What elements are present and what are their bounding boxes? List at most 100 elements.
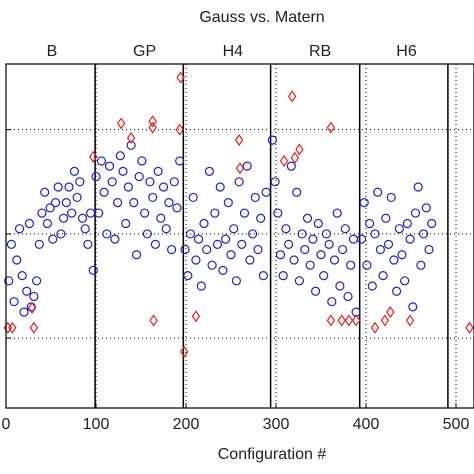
circle-point xyxy=(292,187,302,197)
circle-point xyxy=(248,229,258,239)
circle-point xyxy=(405,234,415,244)
circle-point xyxy=(169,177,179,187)
diamond-point xyxy=(405,314,415,327)
circle-point xyxy=(67,208,77,218)
diamond-point xyxy=(380,314,390,327)
circle-point xyxy=(324,239,334,249)
circle-point xyxy=(180,244,190,255)
diamond-point xyxy=(191,310,201,323)
circle-point xyxy=(300,244,310,255)
circle-point xyxy=(359,198,369,208)
x-axis-label: Configuration # xyxy=(218,446,327,463)
diamond-point xyxy=(116,117,126,130)
circle-point xyxy=(327,297,337,307)
circle-point xyxy=(402,218,412,229)
circle-point xyxy=(367,281,377,291)
diamond-point xyxy=(386,306,395,319)
circle-point xyxy=(383,239,394,249)
diamond-point xyxy=(27,301,37,314)
circle-point xyxy=(289,255,299,265)
circle-point xyxy=(164,198,174,208)
section-label: GP xyxy=(133,43,156,60)
circle-point xyxy=(148,192,158,203)
circle-point xyxy=(253,244,263,255)
diamond-point xyxy=(234,134,244,147)
circle-point xyxy=(72,192,82,203)
circle-point xyxy=(297,229,307,239)
diamond-point xyxy=(465,321,474,334)
diamond-point xyxy=(287,90,297,103)
circle-point xyxy=(96,156,107,166)
diamond-point xyxy=(337,314,346,327)
circle-point xyxy=(75,177,85,187)
diamond-point xyxy=(148,115,157,128)
circle-point xyxy=(37,208,47,218)
circle-point xyxy=(196,281,206,291)
circle-point xyxy=(242,161,252,171)
circle-point xyxy=(245,255,255,265)
circle-point xyxy=(183,271,193,281)
diamond-point xyxy=(344,314,354,327)
circle-point xyxy=(158,182,169,192)
circle-point xyxy=(321,229,331,239)
circle-point xyxy=(286,161,296,171)
circle-point xyxy=(311,286,321,296)
circle-point xyxy=(316,250,326,260)
circle-point xyxy=(150,239,160,249)
circle-point xyxy=(80,224,90,234)
circle-point xyxy=(107,177,117,187)
x-tick-label: 400 xyxy=(353,416,380,433)
circle-point xyxy=(389,255,399,265)
circle-point xyxy=(167,244,177,255)
circle-point xyxy=(281,224,291,234)
circle-point xyxy=(64,182,74,192)
circle-point xyxy=(278,271,288,281)
diamond-point xyxy=(235,162,245,175)
circle-point xyxy=(237,239,247,249)
section-label: RB xyxy=(309,43,331,60)
diamond-point xyxy=(176,71,185,84)
circle-point xyxy=(153,166,163,176)
circle-point xyxy=(194,234,204,244)
circle-point xyxy=(212,239,223,249)
circle-point xyxy=(284,239,294,249)
circle-point xyxy=(199,218,209,229)
circle-point xyxy=(410,208,421,218)
diamond-point xyxy=(29,321,39,334)
circle-point xyxy=(142,229,152,239)
diamond-point xyxy=(148,121,157,134)
section-label: H4 xyxy=(223,43,244,60)
circle-point xyxy=(121,218,131,229)
section-label: H6 xyxy=(396,43,417,60)
circle-point xyxy=(12,255,22,265)
circle-point xyxy=(29,291,39,302)
circle-point xyxy=(335,281,345,291)
circle-point xyxy=(22,286,32,296)
circle-point xyxy=(329,255,340,265)
circle-point xyxy=(50,198,61,208)
circle-point xyxy=(365,218,375,229)
circle-point xyxy=(256,213,266,223)
circle-point xyxy=(258,271,268,281)
diamond-point xyxy=(326,121,336,134)
circle-point xyxy=(188,192,198,203)
diamond-point xyxy=(295,143,304,156)
circle-point xyxy=(118,166,128,176)
circle-point xyxy=(275,250,286,260)
x-tick-label: 200 xyxy=(173,416,200,433)
circle-point xyxy=(104,161,115,171)
circle-point xyxy=(305,260,315,270)
circle-point xyxy=(88,265,98,275)
circle-point xyxy=(4,276,14,286)
circle-point xyxy=(373,187,383,197)
circle-point xyxy=(40,187,50,197)
circle-point xyxy=(31,276,42,286)
circle-point xyxy=(239,208,250,218)
circle-point xyxy=(61,198,71,208)
circle-point xyxy=(91,171,101,182)
circle-point xyxy=(185,229,196,239)
circle-point xyxy=(131,250,142,260)
circle-point xyxy=(210,208,220,218)
circle-point xyxy=(392,286,402,296)
